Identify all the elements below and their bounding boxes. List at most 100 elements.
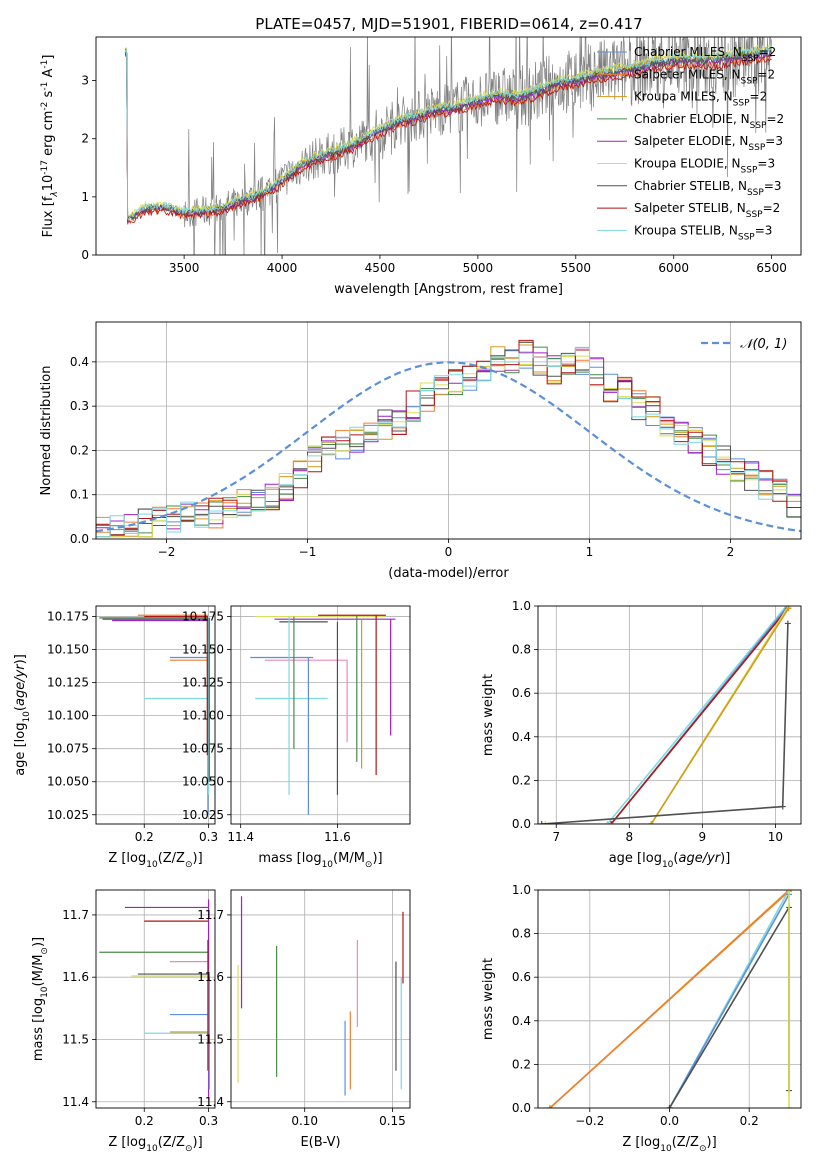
- x-tick-label: 6000: [658, 261, 689, 275]
- cumulative-mass-weight-line: [668, 904, 790, 1108]
- cumulative-mass-weight-line: [668, 894, 790, 1108]
- data-point-marker: [604, 821, 611, 824]
- axes-frame: [230, 605, 411, 825]
- x-tick-label: 0.2: [740, 1114, 759, 1128]
- axes-frame: [537, 889, 802, 1109]
- y-tick-label: 11.4: [197, 1095, 224, 1109]
- legend-entry: Kroupa STELIB, NSSP=3: [634, 223, 772, 242]
- plot-area-massweight_vs_age: [538, 606, 792, 824]
- y-tick-label: 0.8: [512, 927, 531, 941]
- y-tick-label: 10.125: [182, 676, 224, 690]
- panel-age_vs_mass: 11.4 11.6 10.025 10.050 10.075 10.100 10.125 10…: [182, 605, 411, 870]
- x-tick-label: 7: [552, 830, 560, 844]
- y-tick-label: 0.8: [512, 643, 531, 657]
- x-tick-label: 5000: [463, 261, 494, 275]
- y-axis-label: age [log10(age/yr)]: [13, 654, 32, 776]
- model-spectrum-kE: [125, 43, 772, 217]
- y-tick-label: 0.3: [70, 399, 89, 413]
- cumulative-mass-weight-line: [545, 606, 790, 824]
- panel-mass_vs_Z: 0.2 0.3 11.4 11.5 11.6 11.7 Z [log10(Z/Z⊙)] mas…: [31, 889, 218, 1154]
- y-tick-label: 11.7: [197, 908, 224, 922]
- y-tick-label: 10.175: [47, 610, 89, 624]
- y-tick-label: 11.5: [62, 1032, 89, 1046]
- panel-massweight_vs_Z: −0.2 0.0 0.2 0.0 0.2 0.4 0.6 0.8 1.0 Z [log10(Z/Z…: [481, 883, 802, 1154]
- y-tick-label: 11.6: [197, 970, 224, 984]
- x-tick-label: 6500: [756, 261, 787, 275]
- residual-histogram-cS: [96, 341, 801, 539]
- y-tick-label: 10.075: [47, 742, 89, 756]
- x-axis-label: Z [log10(Z/Z⊙)]: [108, 1135, 202, 1154]
- y-tick-label: 0.6: [512, 686, 531, 700]
- y-tick-label: 0.0: [70, 532, 89, 546]
- y-tick-label: 10.150: [182, 643, 224, 657]
- panel-mass_vs_EBV: 0.10 0.15 11.4 11.5 11.6 11.7 E(B-V): [197, 889, 411, 1150]
- axes-frame: [95, 36, 802, 256]
- data-point-marker: [538, 821, 545, 824]
- y-tick-label: 0.2: [70, 443, 89, 457]
- y-tick-label: 0.2: [512, 1057, 531, 1071]
- panel-age_vs_Z: 0.2 0.3 10.025 10.050 10.075 10.100 10.125 10.1…: [13, 605, 218, 870]
- y-tick-label: 0.6: [512, 970, 531, 984]
- data-point-marker: [542, 821, 549, 824]
- x-tick-label: 0.15: [379, 1114, 406, 1128]
- x-tick-label: 0.0: [660, 1114, 679, 1128]
- axes-frame: [95, 605, 216, 825]
- axes-frame: [95, 889, 216, 1109]
- data-point-marker: [784, 620, 791, 627]
- x-axis-label: Z [log10(Z/Z⊙)]: [108, 851, 202, 870]
- x-axis-label: E(B-V): [300, 1135, 340, 1150]
- plot-area-residuals: [96, 339, 801, 539]
- y-tick-label: 11.6: [62, 970, 89, 984]
- y-tick-label: 1.0: [512, 883, 531, 897]
- legend-entry: Salpeter MILES, NSSP=2: [634, 67, 775, 86]
- plot-area-mass_vs_Z: [99, 899, 210, 1099]
- x-tick-label: 0.3: [199, 1114, 218, 1128]
- y-tick-label: 0.0: [512, 817, 531, 831]
- normal-distribution-curve: [96, 361, 801, 533]
- y-axis-label: mass [log10(M/M⊙)]: [31, 937, 50, 1061]
- model-spectrum-kS: [125, 44, 772, 222]
- cumulative-mass-weight-line: [549, 890, 790, 1108]
- y-axis-label: Normed distribution: [39, 366, 54, 496]
- cumulative-mass-weight-line: [606, 606, 788, 824]
- data-point-marker: [786, 890, 793, 893]
- y-tick-label: 10.100: [47, 709, 89, 723]
- legend-entry: Chabrier MILES, NSSP=2: [634, 45, 776, 64]
- model-spectrum-sS: [125, 53, 772, 224]
- plot-area-massweight_vs_Z: [546, 890, 793, 1108]
- data-point-marker: [666, 1105, 673, 1108]
- x-axis-label: mass [log10(M/M⊙)]: [258, 851, 382, 870]
- plot-area-spectrum: [125, 37, 772, 255]
- axes-frame: [230, 889, 411, 1109]
- legend-entry: Chabrier ELODIE, NSSP=2: [634, 112, 784, 131]
- y-tick-label: 0.1: [70, 488, 89, 502]
- x-tick-label: −1: [299, 545, 317, 559]
- y-tick-label: 3: [81, 74, 89, 88]
- axes-frame: [537, 605, 802, 825]
- y-tick-label: 10.125: [47, 676, 89, 690]
- y-tick-label: 11.4: [62, 1095, 89, 1109]
- x-axis-label: wavelength [Angstrom, rest frame]: [334, 282, 563, 297]
- legend-entry: Salpeter ELODIE, NSSP=3: [634, 134, 783, 153]
- x-tick-label: 10: [768, 830, 783, 844]
- x-tick-label: 0.10: [291, 1114, 318, 1128]
- x-tick-label: 0.2: [135, 1114, 154, 1128]
- x-tick-label: 3500: [169, 261, 200, 275]
- x-tick-label: 0.2: [135, 830, 154, 844]
- x-tick-label: 2: [727, 545, 735, 559]
- data-point-marker: [648, 821, 655, 824]
- y-tick-label: 0.4: [512, 1014, 531, 1028]
- panel-spectrum: 3500 4000 4500 5000 5500 6000 6500 0 1 2 3 Chabrier…: [40, 36, 802, 297]
- y-axis-label: mass weight: [481, 958, 496, 1040]
- plot-area-age_vs_mass: [250, 614, 396, 815]
- x-tick-label: 0.3: [199, 830, 218, 844]
- x-tick-label: −0.2: [575, 1114, 604, 1128]
- cumulative-mass-weight-line: [650, 607, 790, 824]
- x-tick-label: 5500: [561, 261, 592, 275]
- y-tick-label: 11.7: [62, 908, 89, 922]
- plot-area-age_vs_Z: [99, 614, 210, 815]
- x-tick-label: 9: [699, 830, 707, 844]
- y-axis-label: Flux [fλ10-17 erg cm-2 s-1 A-1]: [40, 55, 60, 238]
- plot-area-mass_vs_EBV: [237, 896, 404, 1096]
